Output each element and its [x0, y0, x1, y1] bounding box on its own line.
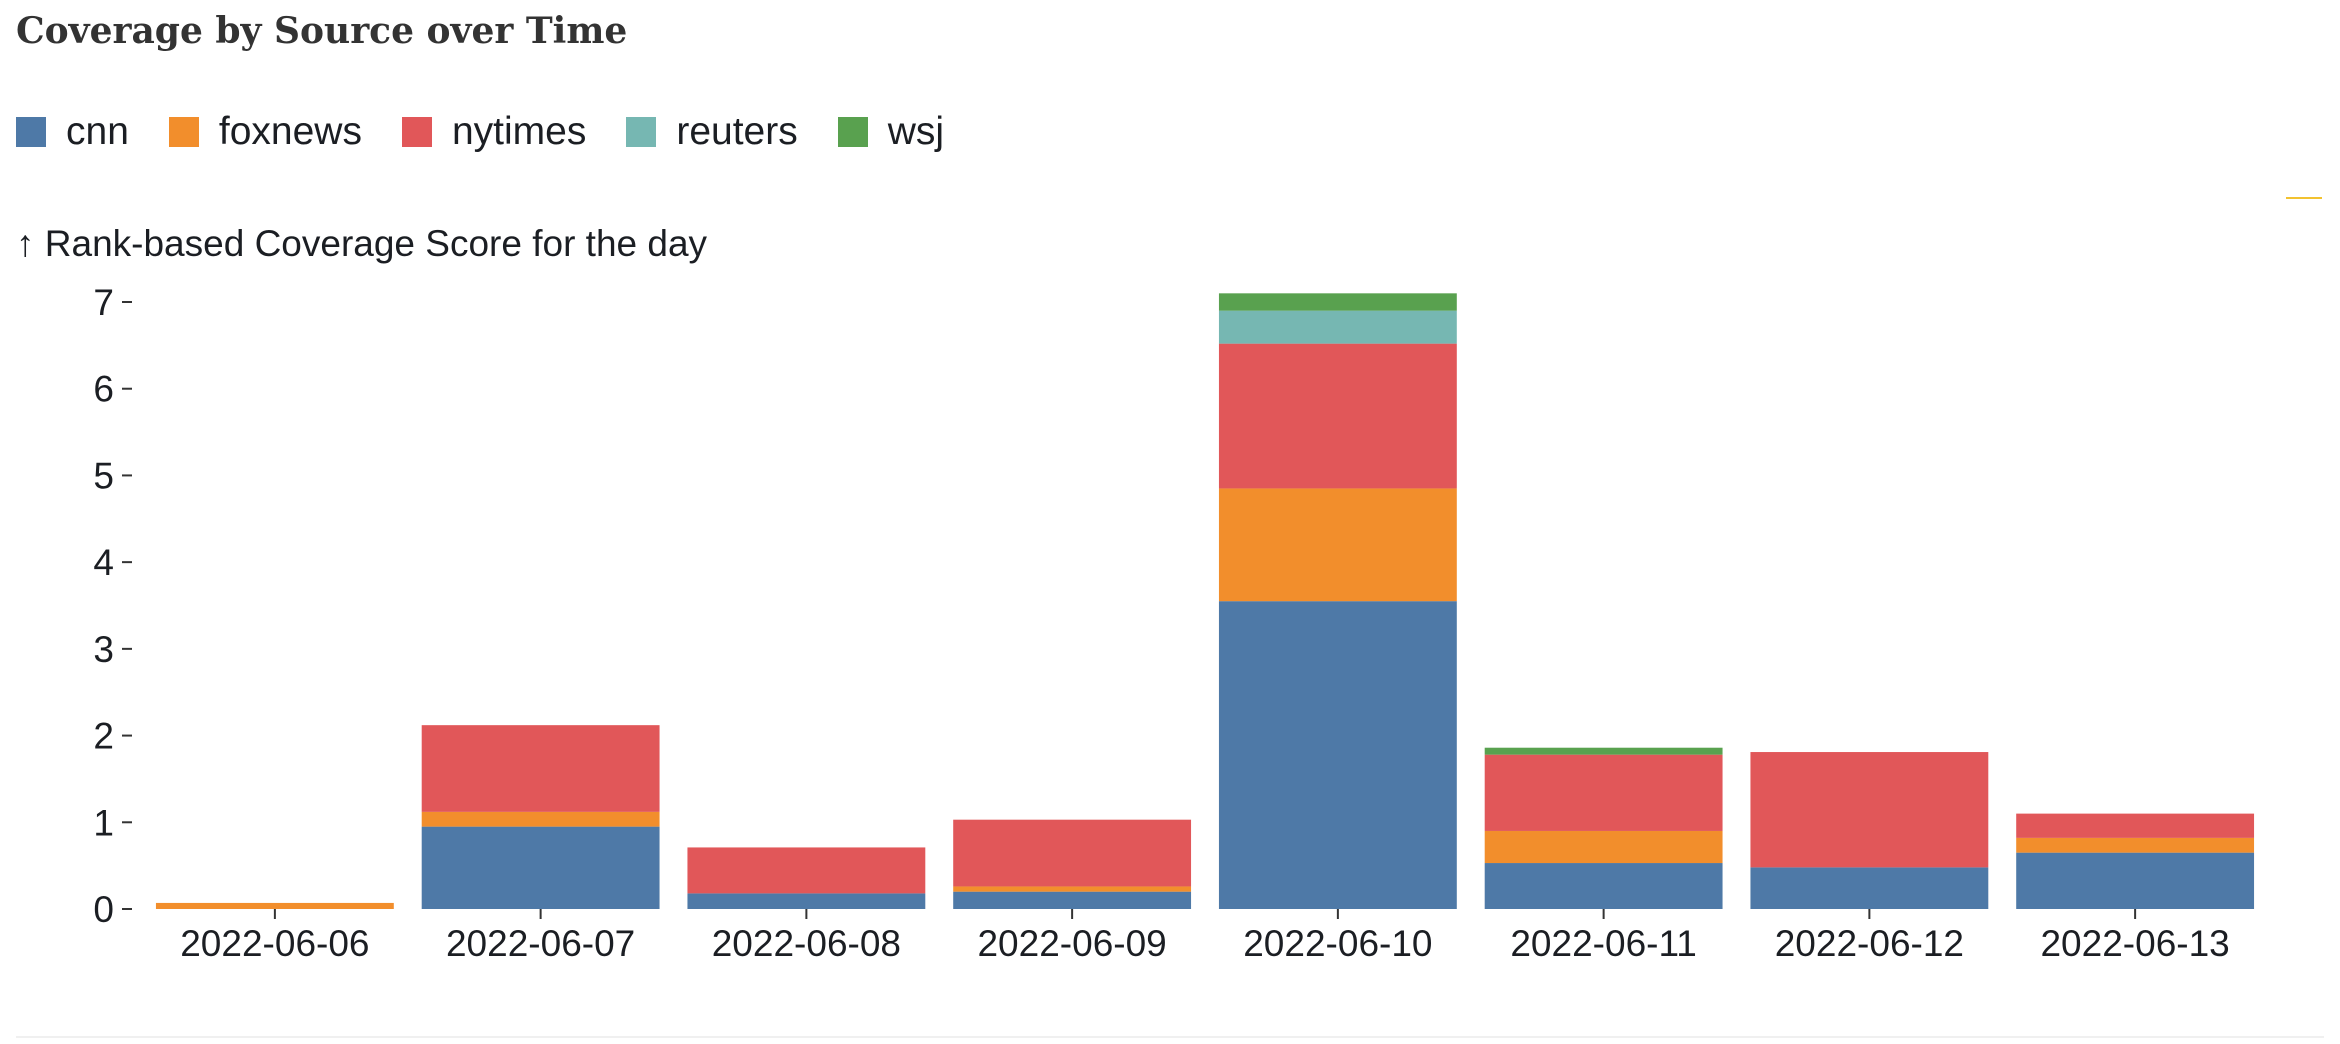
- bar-segment-foxnews-2022-06-06: [155, 902, 394, 909]
- x-tick-label: 2022-06-10: [1243, 923, 1432, 964]
- legend-item-foxnews: foxnews: [168, 110, 362, 154]
- bar-segment-cnn-2022-06-11: [1484, 863, 1723, 909]
- chart-title: Coverage by Source over Time: [16, 10, 628, 52]
- decorative-mark: [2286, 197, 2322, 199]
- bar-segment-nytimes-2022-06-09: [953, 819, 1192, 887]
- bar-segment-foxnews-2022-06-13: [2016, 837, 2255, 853]
- legend-label: nytimes: [451, 110, 587, 153]
- legend-swatch-cnn: [16, 117, 46, 147]
- bar-segment-nytimes-2022-06-10: [1218, 343, 1457, 489]
- legend-label: wsj: [887, 110, 945, 153]
- bar-segment-wsj-2022-06-11: [1484, 747, 1723, 755]
- x-tick-label: 2022-06-09: [977, 923, 1166, 964]
- y-tick-label: 6: [93, 369, 114, 410]
- x-tick-label: 2022-06-12: [1775, 923, 1964, 964]
- y-tick-label: 2: [93, 716, 114, 757]
- legend-swatch-nytimes: [401, 117, 432, 147]
- y-tick-label: 1: [93, 802, 114, 843]
- bar-segment-wsj-2022-06-10: [1218, 293, 1457, 311]
- legend-swatch-wsj: [837, 117, 868, 147]
- y-tick-label: 3: [93, 629, 114, 670]
- x-tick-label: 2022-06-13: [2040, 923, 2229, 964]
- legend-item-wsj: wsj: [837, 110, 945, 154]
- bar-segment-nytimes-2022-06-08: [687, 847, 926, 894]
- bar-segment-nytimes-2022-06-07: [421, 725, 660, 812]
- bar-segment-cnn-2022-06-09: [953, 891, 1192, 909]
- legend-label: reuters: [676, 110, 798, 153]
- bar-segment-cnn-2022-06-08: [687, 893, 926, 909]
- legend-label: foxnews: [218, 110, 362, 153]
- bar-segment-foxnews-2022-06-07: [421, 811, 660, 827]
- bar-segment-cnn-2022-06-07: [421, 826, 660, 909]
- chart-legend: cnn foxnews nytimes reuters wsj: [16, 108, 984, 156]
- bar-segment-reuters-2022-06-10: [1218, 310, 1457, 344]
- legend-swatch-foxnews: [168, 117, 199, 147]
- legend-item-reuters: reuters: [626, 110, 798, 154]
- x-tick-label: 2022-06-07: [446, 923, 635, 964]
- bar-segment-cnn-2022-06-10: [1218, 601, 1457, 909]
- bar-segment-foxnews-2022-06-11: [1484, 830, 1723, 864]
- bar-segment-nytimes-2022-06-13: [2016, 813, 2255, 838]
- bar-segment-cnn-2022-06-12: [1750, 867, 1989, 909]
- bar-segment-nytimes-2022-06-12: [1750, 752, 1989, 868]
- legend-swatch-reuters: [626, 117, 657, 147]
- bar-segment-foxnews-2022-06-09: [953, 886, 1192, 892]
- legend-item-nytimes: nytimes: [401, 110, 587, 154]
- bar-segment-foxnews-2022-06-10: [1218, 488, 1457, 602]
- y-axis-label: ↑ Rank-based Coverage Score for the day: [16, 223, 708, 264]
- legend-item-cnn: cnn: [16, 110, 129, 154]
- bar-segment-nytimes-2022-06-11: [1484, 754, 1723, 831]
- x-tick-label: 2022-06-06: [180, 923, 369, 964]
- bar-segment-cnn-2022-06-13: [2016, 852, 2255, 909]
- bottom-divider: [16, 1036, 2324, 1038]
- y-tick-label: 5: [93, 455, 114, 496]
- y-tick-label: 4: [93, 542, 114, 583]
- x-tick-label: 2022-06-11: [1510, 923, 1697, 964]
- y-tick-label: 7: [93, 282, 114, 323]
- y-tick-label: 0: [93, 889, 114, 930]
- legend-label: cnn: [66, 110, 129, 153]
- x-tick-label: 2022-06-08: [712, 923, 901, 964]
